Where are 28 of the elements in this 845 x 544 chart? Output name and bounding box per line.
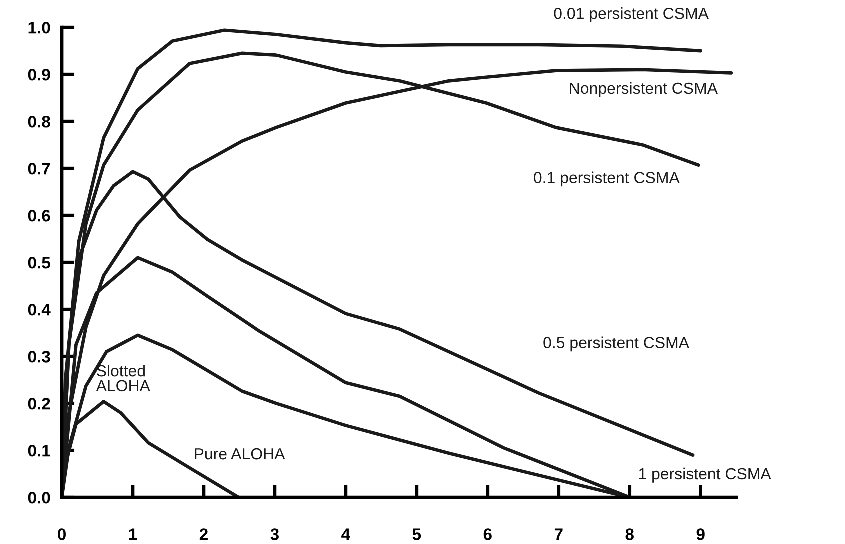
x-tick-label: 6 — [484, 528, 492, 540]
series-label: Slotted ALOHA — [96, 364, 150, 392]
y-tick-label: 0.2 — [28, 398, 50, 410]
x-tick-label: 4 — [342, 528, 350, 540]
x-tick-label: 2 — [200, 528, 208, 540]
x-tick-label: 7 — [554, 528, 563, 540]
series-label: Nonpersistent CSMA — [570, 82, 718, 98]
text: 0.5 persistent CSMA — [544, 336, 690, 352]
y-tick-label: 0.1 — [28, 444, 50, 457]
y-tick-label: 0.6 — [28, 210, 50, 222]
x-tick-label: 9 — [696, 528, 705, 540]
series-label: 1 persistent CSMA — [639, 468, 772, 483]
x-tick-label: 5 — [412, 528, 422, 540]
y-tick-label: 0.8 — [28, 116, 50, 128]
y-tick-label: 0.5 — [28, 256, 50, 269]
series-label: Pure ALOHA — [195, 448, 286, 460]
x-tick-label: 8 — [626, 528, 634, 540]
y-tick-label: 0.7 — [28, 162, 50, 175]
y-tick-label: 0.4 — [28, 304, 51, 316]
y-tick-label: 1.0 — [28, 22, 50, 34]
y-tick-label: 0.0 — [28, 492, 50, 504]
series-label: 0.01 persistent CSMA — [554, 8, 709, 22]
y-tick-label: 0.3 — [28, 350, 50, 363]
x-tick-label: 0 — [58, 528, 66, 540]
y-tick-label: 0.9 — [28, 68, 50, 81]
x-tick-label: 3 — [270, 528, 279, 540]
x-tick-label: 1 — [129, 528, 138, 540]
series-label: 0.1 persistent CSMA — [534, 172, 680, 187]
